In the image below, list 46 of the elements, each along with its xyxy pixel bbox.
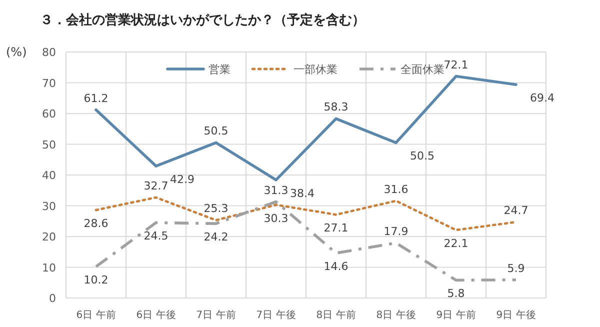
- y-tick-label: 30: [42, 200, 56, 213]
- x-tick-label: 9日 午前: [436, 309, 476, 321]
- data-label: 32.7: [144, 179, 168, 192]
- data-label: 50.5: [204, 124, 228, 138]
- data-label: 25.3: [204, 202, 228, 216]
- data-label: 22.1: [444, 237, 468, 250]
- data-label: 30.3: [264, 212, 288, 225]
- data-label: 72.1: [444, 58, 468, 72]
- y-tick-label: 50: [42, 138, 56, 152]
- data-label: 50.5: [410, 150, 434, 163]
- data-label: 42.9: [170, 173, 194, 186]
- y-axis-title: (%): [6, 45, 27, 59]
- data-label: 69.4: [530, 92, 554, 105]
- chart-title: ３．会社の営業状況はいかがでしたか？（予定を含む）: [40, 12, 365, 28]
- y-tick-label: 80: [42, 46, 56, 59]
- legend-label: 営業: [208, 63, 230, 76]
- data-label: 24.7: [504, 204, 528, 218]
- data-label: 5.8: [447, 287, 465, 300]
- y-tick-label: 60: [42, 108, 56, 120]
- x-tick-label: 6日 午前: [76, 309, 116, 321]
- data-label: 28.6: [84, 217, 108, 230]
- x-tick-label: 9日 午後: [496, 309, 536, 321]
- data-label: 58.3: [324, 100, 348, 114]
- legend-label: 全面休業: [400, 63, 444, 76]
- data-label: 10.2: [84, 274, 108, 287]
- data-label: 27.1: [324, 222, 348, 235]
- y-tick-label: 20: [42, 230, 56, 244]
- data-label: 14.6: [324, 260, 348, 274]
- data-label: 31.6: [384, 182, 408, 196]
- data-label: 31.3: [264, 184, 288, 197]
- x-tick-label: 6日 午後: [136, 309, 176, 321]
- y-tick-label: 70: [42, 76, 56, 90]
- y-tick-label: 0: [49, 292, 56, 305]
- x-tick-label: 7日 午後: [256, 309, 296, 321]
- data-label: 17.9: [384, 224, 408, 238]
- data-label: 38.4: [290, 186, 314, 200]
- x-tick-label: 8日 午前: [316, 309, 356, 321]
- x-tick-label: 7日 午前: [196, 309, 236, 321]
- data-label: 24.2: [204, 230, 228, 244]
- legend-label: 一部休業: [294, 63, 338, 76]
- data-label: 61.2: [84, 92, 108, 105]
- y-tick-label: 40: [42, 169, 56, 182]
- y-tick-label: 10: [42, 261, 56, 274]
- data-label: 5.9: [507, 262, 525, 275]
- x-tick-label: 8日 午後: [376, 309, 416, 321]
- data-label: 24.5: [144, 230, 168, 243]
